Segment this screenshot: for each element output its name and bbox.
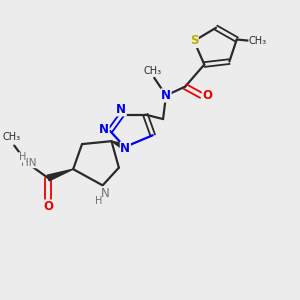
Text: CH₃: CH₃ [249,36,267,46]
Text: N: N [101,187,110,200]
Text: H: H [19,152,26,162]
Text: N: N [161,89,171,102]
Text: HN: HN [21,158,37,168]
Text: CH₃: CH₃ [2,132,20,142]
Text: O: O [43,200,53,213]
Text: H: H [94,196,102,206]
Text: N: N [99,123,109,136]
Polygon shape [112,141,126,150]
Text: N: N [116,103,126,116]
Text: CH₃: CH₃ [144,66,162,76]
Text: O: O [202,89,212,102]
Text: N: N [120,142,130,155]
Polygon shape [47,169,73,181]
Text: N: N [101,187,110,200]
Text: S: S [190,34,198,47]
